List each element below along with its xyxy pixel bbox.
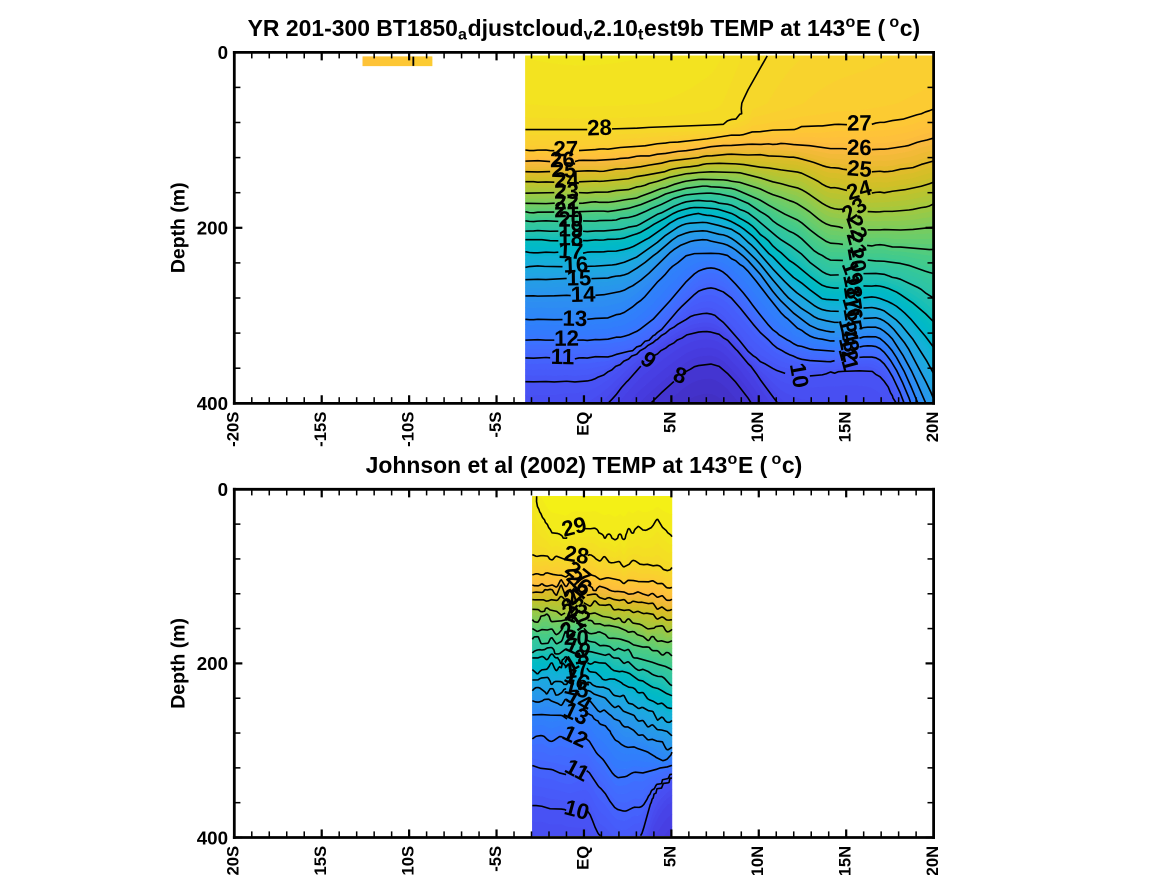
svg-text:11: 11	[551, 344, 575, 369]
svg-text:0: 0	[218, 42, 228, 63]
svg-text:21: 21	[554, 197, 579, 222]
svg-text:20N: 20N	[923, 846, 942, 875]
svg-text:29: 29	[559, 512, 589, 542]
svg-text:10N: 10N	[748, 846, 767, 875]
svg-text:J o h n: J o h n s o n e t a l ( 2 0 0 2 ) T E M …	[366, 444, 808, 478]
svg-text:-20S: -20S	[224, 412, 243, 447]
svg-text:15N: 15N	[835, 412, 854, 443]
svg-text:13: 13	[562, 306, 587, 332]
svg-text:Depth (m): Depth (m)	[167, 182, 189, 273]
svg-text:12: 12	[834, 335, 864, 364]
svg-text:10: 10	[785, 361, 814, 390]
svg-text:EQ: EQ	[573, 412, 592, 436]
svg-text:20: 20	[564, 625, 590, 651]
svg-text:26: 26	[550, 147, 575, 172]
svg-text:25: 25	[551, 157, 577, 183]
svg-text:26: 26	[847, 135, 872, 160]
svg-text:25: 25	[846, 155, 873, 182]
svg-text:18: 18	[838, 272, 868, 301]
svg-text:24: 24	[554, 167, 580, 193]
svg-text:27: 27	[847, 110, 872, 135]
svg-text:-15S: -15S	[311, 846, 330, 875]
svg-text:5N: 5N	[661, 412, 680, 433]
svg-text:15N: 15N	[835, 846, 854, 875]
svg-text:18: 18	[558, 225, 583, 250]
svg-text:12: 12	[554, 326, 579, 351]
svg-text:16: 16	[563, 252, 589, 278]
svg-text:400: 400	[197, 393, 228, 414]
svg-text:17: 17	[562, 656, 590, 685]
svg-text:-20S: -20S	[224, 846, 243, 875]
svg-text:27: 27	[553, 136, 578, 161]
svg-text:22: 22	[554, 189, 579, 215]
svg-text:Depth (m): Depth (m)	[167, 618, 189, 709]
svg-text:15: 15	[838, 306, 867, 335]
svg-text:0: 0	[218, 479, 228, 500]
svg-text:200: 200	[197, 653, 228, 674]
svg-text:23: 23	[554, 179, 579, 204]
svg-text:Y R 2: Y R 2 0 1 - 3 0 0 B T 1 8 5 0 d j u s t …	[248, 7, 926, 44]
svg-text:EQ: EQ	[573, 846, 592, 870]
svg-text:20N: 20N	[923, 412, 942, 443]
svg-text:5N: 5N	[661, 846, 680, 867]
svg-text:19: 19	[558, 216, 583, 241]
svg-text:400: 400	[197, 827, 228, 848]
svg-text:-10S: -10S	[398, 846, 417, 875]
svg-text:20: 20	[558, 206, 583, 231]
svg-text:28: 28	[587, 115, 613, 141]
svg-text:15: 15	[562, 673, 592, 703]
svg-text:17: 17	[839, 284, 867, 312]
svg-text:15: 15	[566, 265, 591, 290]
svg-text:17: 17	[558, 238, 584, 264]
svg-text:20: 20	[843, 245, 872, 274]
svg-text:28: 28	[562, 540, 590, 569]
svg-text:-15S: -15S	[311, 412, 330, 447]
svg-text:14: 14	[571, 282, 597, 307]
svg-text:13: 13	[836, 326, 864, 354]
svg-text:10N: 10N	[748, 412, 767, 443]
svg-text:-5S: -5S	[486, 412, 505, 438]
svg-text:-10S: -10S	[398, 412, 417, 447]
svg-text:200: 200	[197, 218, 228, 239]
svg-text:-5S: -5S	[486, 846, 505, 872]
